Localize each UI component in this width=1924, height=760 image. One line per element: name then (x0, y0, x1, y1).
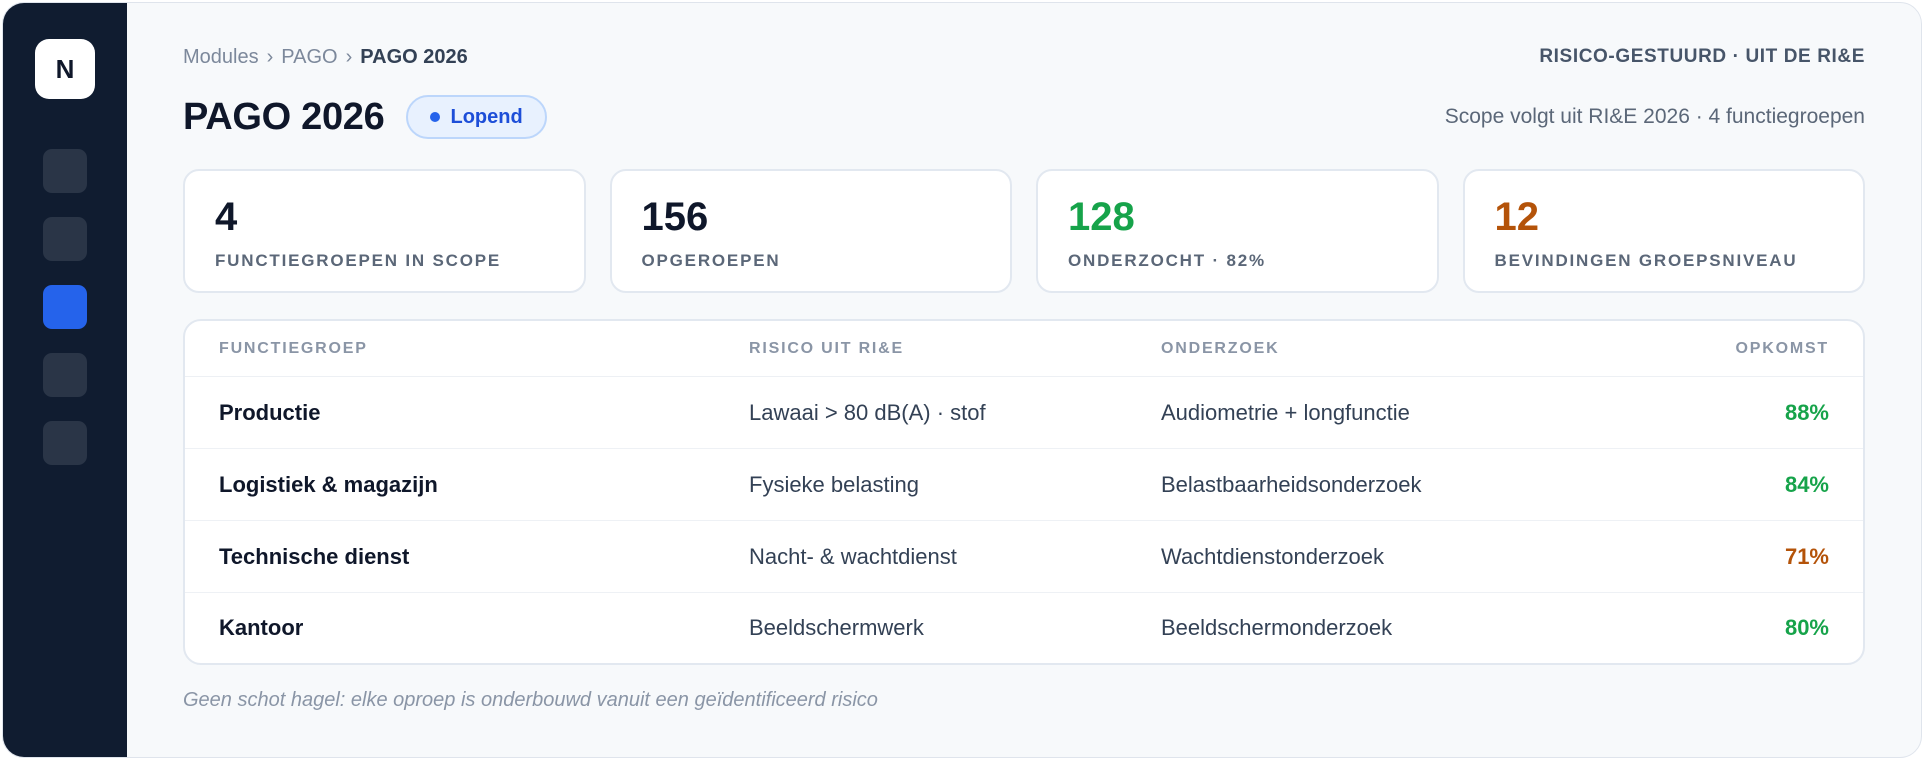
cell-risico: Beeldschermwerk (749, 615, 924, 640)
status-dot-icon (430, 112, 441, 122)
cell-functiegroep: Logistiek & magazijn (219, 471, 438, 497)
cell-functiegroep: Productie (219, 399, 321, 425)
header-eyebrow: RISICO-GESTUURD · UIT DE RI&E (1539, 46, 1865, 67)
table-row[interactable]: Kantoor Beeldschermwerk Beeldschermonder… (185, 593, 1863, 663)
main-content: Modules › PAGO › PAGO 2026 RISICO-GESTUU… (127, 3, 1921, 757)
stat-value: 156 (641, 195, 709, 239)
sidebar-nav-item-5[interactable] (43, 421, 87, 465)
stat-value: 128 (1068, 195, 1135, 239)
breadcrumb-pago[interactable]: PAGO (281, 45, 338, 68)
breadcrumb-modules[interactable]: Modules (183, 45, 259, 68)
cell-risico: Lawaai > 80 dB(A) · stof (749, 399, 986, 425)
status-badge-label: Lopend (450, 105, 523, 128)
table-row[interactable]: Productie Lawaai > 80 dB(A) · stof Audio… (185, 377, 1863, 449)
cell-functiegroep: Technische dienst (219, 543, 410, 569)
sidebar-nav-item-4[interactable] (43, 353, 87, 397)
cell-opkomst: 84% (1784, 471, 1829, 497)
cell-risico: Fysieke belasting (749, 471, 919, 497)
table-row[interactable]: Technische dienst Nacht- & wachtdienst W… (185, 521, 1863, 593)
cell-onderzoek: Belastbaarheidsonderzoek (1161, 471, 1422, 497)
app-logo[interactable]: N (35, 39, 95, 99)
cell-onderzoek: Wachtdienstonderzoek (1161, 543, 1384, 569)
table-header: FUNCTIEGROEP RISICO UIT RI&E ONDERZOEK O… (185, 321, 1863, 377)
breadcrumb-current: PAGO 2026 (360, 45, 468, 68)
sidebar: N (3, 3, 127, 757)
stat-card-onderzocht: 128 ONDERZOCHT · 82% (1036, 169, 1439, 293)
cell-opkomst: 71% (1784, 543, 1829, 569)
stat-label: OPGEROEPEN (641, 251, 781, 270)
cell-opkomst: 88% (1784, 399, 1829, 425)
sidebar-nav-item-1[interactable] (43, 149, 87, 193)
stat-card-opgeroepen: 156 OPGEROEPEN (609, 169, 1012, 293)
stat-card-functiegroepen: 4 FUNCTIEGROEPEN IN SCOPE (183, 169, 586, 293)
table-row[interactable]: Logistiek & magazijn Fysieke belasting B… (185, 449, 1863, 521)
page-title: PAGO 2026 (183, 95, 385, 138)
stat-label: ONDERZOCHT · 82% (1068, 251, 1266, 270)
cell-onderzoek: Audiometrie + longfunctie (1161, 399, 1410, 425)
cell-opkomst: 80% (1784, 615, 1829, 640)
cell-functiegroep: Kantoor (219, 615, 304, 640)
stat-label: BEVINDINGEN GROEPSNIVEAU (1494, 251, 1798, 270)
breadcrumb-separator: › (266, 45, 274, 68)
sidebar-nav-item-3-active[interactable] (43, 285, 87, 329)
stat-value: 4 (215, 195, 238, 239)
cell-risico: Nacht- & wachtdienst (749, 543, 957, 569)
column-header-risico[interactable]: RISICO UIT RI&E (749, 339, 905, 357)
stats-row: 4 FUNCTIEGROEPEN IN SCOPE 156 OPGEROEPEN… (183, 169, 1865, 293)
breadcrumb-separator: › (345, 45, 353, 68)
column-header-onderzoek[interactable]: ONDERZOEK (1161, 339, 1280, 357)
stat-card-bevindingen: 12 BEVINDINGEN GROEPSNIVEAU (1462, 169, 1865, 293)
sidebar-nav-item-2[interactable] (43, 217, 87, 261)
column-header-functiegroep[interactable]: FUNCTIEGROEP (219, 339, 368, 357)
scope-summary: Scope volgt uit RI&E 2026 · 4 functiegro… (1444, 105, 1865, 128)
status-badge: Lopend (406, 95, 547, 139)
stat-label: FUNCTIEGROEPEN IN SCOPE (215, 251, 502, 270)
footnote: Geen schot hagel: elke oproep is onderbo… (183, 689, 878, 711)
cell-onderzoek: Beeldschermonderzoek (1161, 615, 1393, 640)
functiegroepen-table: FUNCTIEGROEP RISICO UIT RI&E ONDERZOEK O… (183, 319, 1865, 665)
stat-value: 12 (1494, 195, 1540, 239)
breadcrumb: Modules › PAGO › PAGO 2026 (183, 46, 468, 69)
column-header-opkomst[interactable]: OPKOMST (1735, 339, 1829, 357)
